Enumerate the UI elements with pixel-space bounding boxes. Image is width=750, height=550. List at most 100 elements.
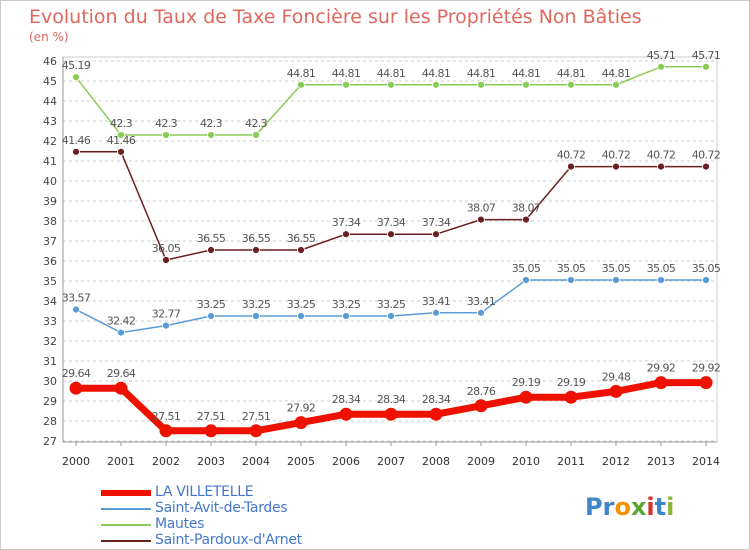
data-label: 29.19 xyxy=(512,376,541,389)
data-label: 37.34 xyxy=(377,216,406,229)
data-point xyxy=(342,312,350,320)
legend-swatch xyxy=(101,524,151,526)
x-tick-label: 2012 xyxy=(602,455,630,468)
data-label: 45.71 xyxy=(647,49,676,62)
logo-letter: t xyxy=(654,493,667,521)
y-tick-label: 46 xyxy=(43,55,57,68)
data-point xyxy=(609,384,623,398)
data-point xyxy=(519,390,533,404)
y-tick-label: 39 xyxy=(43,195,57,208)
data-label: 27.51 xyxy=(197,410,226,423)
x-tick-label: 2006 xyxy=(332,455,360,468)
data-point xyxy=(702,276,710,284)
data-point xyxy=(474,399,488,413)
data-label: 40.72 xyxy=(647,149,676,162)
y-tick-label: 42 xyxy=(43,135,57,148)
data-point xyxy=(207,312,215,320)
data-label: 44.81 xyxy=(602,67,631,80)
data-label: 35.05 xyxy=(602,262,631,275)
data-point xyxy=(159,424,173,438)
data-label: 28.34 xyxy=(332,393,361,406)
data-label: 38.07 xyxy=(512,202,541,215)
data-label: 28.34 xyxy=(422,393,451,406)
logo-letter: o xyxy=(614,493,631,521)
x-tick-label: 2009 xyxy=(467,455,495,468)
data-point xyxy=(252,131,260,139)
y-tick-label: 28 xyxy=(43,415,57,428)
data-label: 32.42 xyxy=(107,315,136,328)
data-point xyxy=(477,80,485,89)
data-point xyxy=(207,131,215,139)
data-label: 35.05 xyxy=(647,262,676,275)
legend-label: Saint-Avit-de-Tardes xyxy=(155,500,288,516)
data-label: 29.48 xyxy=(602,370,631,383)
data-point xyxy=(657,62,665,71)
data-label: 36.55 xyxy=(197,232,226,245)
unit-label: (en %) xyxy=(29,30,69,44)
data-point xyxy=(339,407,353,421)
data-point xyxy=(564,390,578,404)
data-label: 44.81 xyxy=(287,67,316,80)
y-tick-label: 45 xyxy=(43,75,57,88)
data-point xyxy=(114,381,128,395)
x-tick-label: 2010 xyxy=(512,455,540,468)
data-point xyxy=(117,147,125,156)
data-label: 44.81 xyxy=(377,67,406,80)
data-label: 45.19 xyxy=(62,59,91,72)
data-point xyxy=(69,381,83,395)
y-tick-label: 32 xyxy=(43,335,57,348)
data-label: 37.34 xyxy=(422,216,451,229)
data-label: 28.34 xyxy=(377,393,406,406)
data-point xyxy=(387,230,395,239)
x-tick-label: 2000 xyxy=(62,455,90,468)
data-point xyxy=(204,424,218,438)
data-point xyxy=(657,162,665,171)
y-tick-label: 35 xyxy=(43,275,57,288)
logo-letter: i xyxy=(666,493,675,521)
data-point xyxy=(657,276,665,284)
logo-letter: P xyxy=(585,493,603,521)
data-label: 42.3 xyxy=(200,117,223,130)
data-point xyxy=(249,424,263,438)
y-tick-label: 36 xyxy=(43,255,57,268)
x-tick-label: 2003 xyxy=(197,455,225,468)
data-label: 44.81 xyxy=(467,67,496,80)
y-tick-label: 44 xyxy=(43,95,57,108)
data-label: 40.72 xyxy=(692,149,721,162)
data-label: 27.92 xyxy=(287,402,316,415)
y-tick-label: 29 xyxy=(43,395,57,408)
data-label: 44.81 xyxy=(422,67,451,80)
x-tick-label: 2014 xyxy=(692,455,720,468)
data-point xyxy=(432,80,440,89)
data-label: 33.41 xyxy=(422,295,451,308)
logo-letter: x xyxy=(630,493,647,521)
data-point xyxy=(612,162,620,171)
data-point xyxy=(522,215,530,224)
data-point xyxy=(522,276,530,284)
data-label: 32.77 xyxy=(152,308,181,321)
data-point xyxy=(162,321,170,330)
data-point xyxy=(567,162,575,171)
data-point xyxy=(252,246,260,254)
x-tick-label: 2013 xyxy=(647,455,675,468)
y-tick-label: 33 xyxy=(43,315,57,328)
data-label: 42.3 xyxy=(155,117,178,130)
data-point xyxy=(432,308,440,317)
data-label: 27.51 xyxy=(152,410,181,423)
x-tick-label: 2001 xyxy=(107,455,135,468)
data-point xyxy=(297,312,305,320)
data-label: 33.25 xyxy=(287,298,316,311)
data-label: 29.92 xyxy=(647,362,676,375)
data-label: 33.57 xyxy=(62,292,91,305)
data-point xyxy=(294,416,308,430)
legend-swatch xyxy=(101,490,151,496)
data-point xyxy=(342,80,350,89)
data-point xyxy=(702,62,710,71)
y-tick-label: 30 xyxy=(43,375,57,388)
data-point xyxy=(72,147,80,156)
data-point xyxy=(429,407,443,421)
y-tick-label: 43 xyxy=(43,115,57,128)
data-label: 41.46 xyxy=(107,134,136,147)
